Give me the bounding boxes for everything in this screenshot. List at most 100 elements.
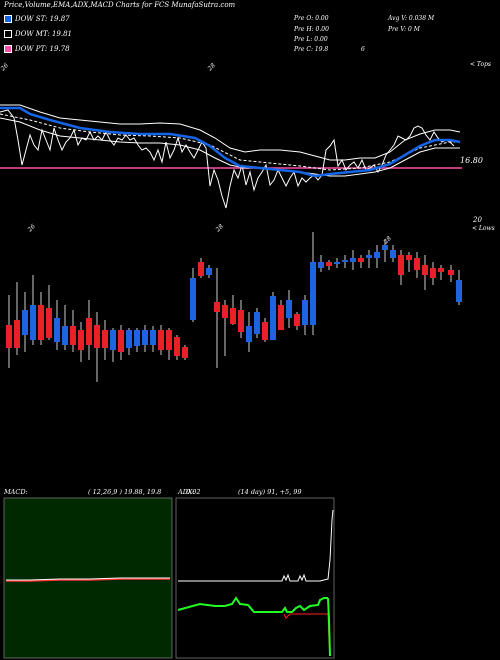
candle-body — [398, 255, 404, 275]
macd-label: MACD: — [3, 488, 28, 496]
stat-open: Pre O: 0.00 — [294, 15, 329, 22]
candle-body — [206, 268, 212, 275]
candle-body — [166, 330, 172, 350]
adx-background — [175, 497, 335, 659]
candle-body — [190, 278, 196, 320]
legend-swatch-mt — [4, 30, 12, 38]
chart-title: Price,Volume,EMA,ADX,MACD Charts for FCS… — [4, 1, 236, 9]
candle-body — [54, 318, 60, 342]
candle-body — [174, 337, 180, 356]
candle-body — [86, 318, 92, 345]
candle-body — [366, 255, 372, 258]
plus-di-line — [177, 596, 328, 613]
candle-body — [382, 245, 388, 250]
candle-body — [222, 305, 228, 318]
stat-low: Pre L: 0.00 — [294, 36, 328, 43]
macd-values: ( 12,26,9 ) 19.88, 19.8 — [88, 488, 161, 496]
adx-overlay-value: 0.02 — [186, 488, 200, 496]
candle-body — [334, 262, 340, 264]
candle-body — [374, 252, 380, 258]
candle-body — [22, 310, 28, 335]
candle-body — [350, 258, 356, 262]
candle-body — [62, 326, 68, 345]
candle-body — [230, 308, 236, 324]
stat-close: Pre C: 19.8 — [294, 46, 329, 53]
legend-swatch-pt — [4, 45, 12, 53]
macd-line — [6, 578, 170, 582]
macd-panel: MACD: ( 12,26,9 ) 19.88, 19.8 — [3, 488, 173, 659]
ema-tick-1: 26 — [0, 62, 10, 73]
candle-body — [342, 260, 348, 262]
candle-body — [302, 300, 308, 325]
candle-body — [238, 310, 244, 332]
ema-price-level: 16.80 — [460, 156, 483, 165]
candle-body — [390, 250, 396, 258]
candle-body — [182, 347, 188, 358]
legend-label-mt: DOW MT: 19.81 — [15, 30, 72, 38]
legend-dow-mt: DOW MT: 19.81 — [4, 29, 72, 39]
candle-body — [6, 325, 12, 348]
candle-body — [134, 330, 140, 346]
candle-body — [318, 262, 324, 268]
candle-body — [142, 330, 148, 345]
candle-body — [102, 330, 108, 348]
price-line — [0, 109, 455, 209]
candle-body — [254, 312, 260, 334]
candle-body — [78, 330, 84, 350]
candle-body — [430, 268, 436, 278]
candle-body — [126, 330, 132, 348]
stat-avg-volume: Avg V: 0.038 M — [388, 15, 435, 22]
stat-high: Pre H: 0.00 — [294, 26, 329, 33]
candle-body — [70, 326, 76, 345]
candle-body — [14, 320, 20, 348]
candle-body — [150, 330, 156, 345]
candle-body — [326, 262, 332, 266]
candle-panel: 20 < Lows 26 28 28 — [6, 216, 495, 382]
ema-tick-2: 28 — [206, 62, 217, 73]
candle-body — [214, 302, 220, 312]
adx-end-green — [327, 597, 331, 657]
candle-tick-3: 28 — [382, 235, 393, 246]
candle-tick-1: 26 — [26, 223, 37, 234]
candle-body — [286, 300, 292, 318]
dow-st-line — [0, 106, 461, 178]
candle-body — [358, 258, 364, 262]
adx-values: (14 day) 91, +5, 99 — [238, 488, 302, 496]
candle-body — [198, 262, 204, 276]
candle-body — [46, 308, 52, 338]
candle-body — [414, 258, 420, 270]
candle-body — [448, 270, 454, 275]
legend-dow-pt: DOW PT: 19.78 — [4, 44, 70, 54]
candle-body — [310, 262, 316, 325]
candle-tick-2: 28 — [214, 223, 225, 234]
candle-body — [294, 314, 300, 326]
candle-body — [38, 305, 44, 340]
dow-mt-outer-line — [0, 104, 461, 161]
adx-line — [178, 509, 334, 582]
candle-body — [118, 330, 124, 352]
stat-extra: 6 — [361, 46, 365, 53]
candle-body — [406, 255, 412, 260]
adx-label: ADX: — [177, 488, 195, 496]
ema-tops-label: < Tops — [470, 61, 491, 68]
candle-body — [30, 305, 36, 340]
ema-panel: 26 28 < Tops 16.80 — [0, 61, 491, 209]
dow-mt-dash-line — [0, 113, 460, 171]
candle-body — [110, 330, 116, 350]
legend-label-pt: DOW PT: 19.78 — [15, 45, 70, 53]
candle-body — [456, 280, 462, 302]
candle-body — [438, 268, 444, 272]
candle-body — [94, 325, 100, 348]
candle-group — [6, 232, 462, 382]
legend-label-st: DOW ST: 19.87 — [15, 15, 70, 23]
candle-lows-label: < Lows — [472, 225, 495, 232]
candle-body — [278, 305, 284, 330]
legend-swatch-st — [4, 15, 12, 23]
macd-signal-line — [6, 577, 170, 581]
candle-body — [262, 322, 268, 340]
candle-body — [158, 330, 164, 350]
candle-body — [246, 326, 252, 342]
candle-body — [270, 296, 276, 340]
legend-dow-st: DOW ST: 19.87 — [4, 14, 70, 24]
